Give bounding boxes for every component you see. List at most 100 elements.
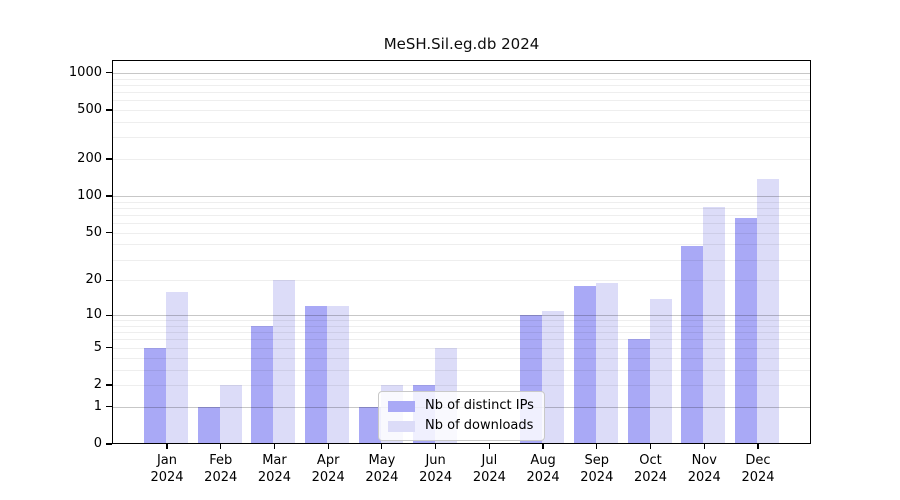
y-gridline-minor (113, 280, 810, 282)
x-tick (703, 444, 705, 449)
x-tick-label: Jul 2024 (472, 453, 506, 485)
bar-distinct-ips (251, 325, 274, 444)
y-tick-label: 50 (85, 224, 102, 240)
y-tick (106, 72, 112, 74)
y-tick-label: 100 (77, 188, 102, 204)
y-gridline-minor (113, 325, 810, 327)
y-tick-label: 1 (93, 398, 102, 414)
y-tick (106, 384, 112, 386)
x-tick (273, 444, 276, 449)
x-tick-label: Apr 2024 (311, 453, 345, 485)
x-tick (381, 444, 383, 449)
y-tick (106, 109, 112, 111)
chart-title: MeSH.Sil.eg.db 2024 (383, 35, 540, 53)
legend-swatch-downloads-icon (388, 420, 415, 432)
y-tick-label: 500 (77, 102, 102, 118)
y-gridline-minor (113, 244, 810, 246)
legend-item-downloads: Nb of downloads (388, 418, 534, 434)
bar-distinct-ips (197, 406, 220, 444)
y-gridline-minor (113, 214, 810, 216)
y-gridline-minor (113, 347, 810, 349)
bar-downloads (649, 298, 672, 444)
y-tick-label: 20 (85, 272, 102, 288)
y-tick (106, 158, 112, 160)
y-gridline-minor (113, 320, 810, 322)
bar-downloads (273, 280, 296, 444)
bar-downloads (219, 384, 242, 444)
bar-downloads (756, 178, 779, 444)
legend-label: Nb of downloads (425, 418, 534, 433)
y-tick-label: 5 (93, 339, 102, 355)
bar-distinct-ips (681, 245, 704, 444)
x-tick (327, 444, 329, 449)
y-tick-label: 10 (85, 307, 102, 323)
x-tick-label: Mar 2024 (257, 453, 291, 485)
bar-distinct-ips (573, 285, 596, 444)
bar-downloads (595, 283, 618, 444)
y-gridline-minor (113, 332, 810, 334)
y-tick-label: 1000 (68, 64, 102, 80)
y-tick (106, 195, 112, 197)
y-gridline-minor (113, 84, 810, 86)
legend-label: Nb of distinct IPs (425, 398, 534, 413)
bar-distinct-ips (627, 339, 650, 444)
x-tick-label: May 2024 (365, 453, 399, 485)
y-tick (106, 232, 112, 234)
y-gridline-minor (113, 339, 810, 341)
y-gridline-minor (113, 159, 810, 161)
y-tick (106, 347, 112, 349)
x-tick (542, 444, 544, 449)
y-tick-label: 0 (93, 436, 102, 451)
y-gridline-minor (113, 100, 810, 102)
bar-downloads (542, 310, 565, 444)
y-gridline-minor (113, 384, 810, 386)
x-tick-label: Jun 2024 (419, 453, 453, 485)
y-tick (106, 279, 112, 282)
y-gridline-minor (113, 137, 810, 139)
bar-distinct-ips (144, 347, 166, 444)
y-tick-label: 2 (93, 376, 102, 392)
bar-downloads (166, 291, 188, 444)
x-tick-label: Nov 2024 (687, 453, 721, 485)
x-tick (649, 444, 652, 449)
y-tick-label: 200 (77, 151, 102, 167)
y-gridline-major (113, 196, 810, 198)
x-tick (220, 444, 222, 449)
bar-downloads (327, 306, 350, 444)
x-tick (757, 444, 759, 449)
y-gridline-minor (113, 78, 810, 80)
y-gridline-minor (113, 207, 810, 209)
y-gridline-minor (113, 369, 810, 371)
y-gridline-minor (113, 259, 810, 261)
x-tick-label: Dec 2024 (741, 453, 775, 485)
y-gridline-major (113, 72, 810, 74)
bar-distinct-ips (305, 306, 328, 444)
x-tick-label: Oct 2024 (633, 453, 668, 485)
y-gridline-minor (113, 201, 810, 203)
y-tick (106, 406, 112, 408)
x-tick (166, 444, 168, 449)
x-tick (435, 444, 437, 449)
bar-downloads (703, 206, 726, 444)
y-gridline-minor (113, 223, 810, 225)
y-gridline-minor (113, 110, 810, 112)
y-gridline-major (113, 315, 810, 317)
x-tick-label: Jan 2024 (150, 453, 184, 485)
y-tick (106, 314, 112, 316)
legend-item-distinct-ips: Nb of distinct IPs (388, 398, 534, 414)
bar-distinct-ips (734, 218, 757, 444)
legend-swatch-distinct-ips-icon (388, 400, 415, 412)
y-gridline-minor (113, 91, 810, 93)
x-tick (488, 444, 490, 449)
bar-distinct-ips (358, 406, 381, 444)
legend: Nb of distinct IPs Nb of downloads (378, 391, 545, 441)
y-gridline-minor (113, 232, 810, 234)
x-tick-label: Sep 2024 (580, 453, 614, 485)
y-gridline-minor (113, 357, 810, 359)
y-gridline-minor (113, 121, 810, 123)
x-tick-label: Aug 2024 (526, 453, 560, 485)
x-tick-label: Feb 2024 (204, 453, 238, 485)
x-tick (596, 444, 598, 449)
y-tick (106, 443, 112, 445)
